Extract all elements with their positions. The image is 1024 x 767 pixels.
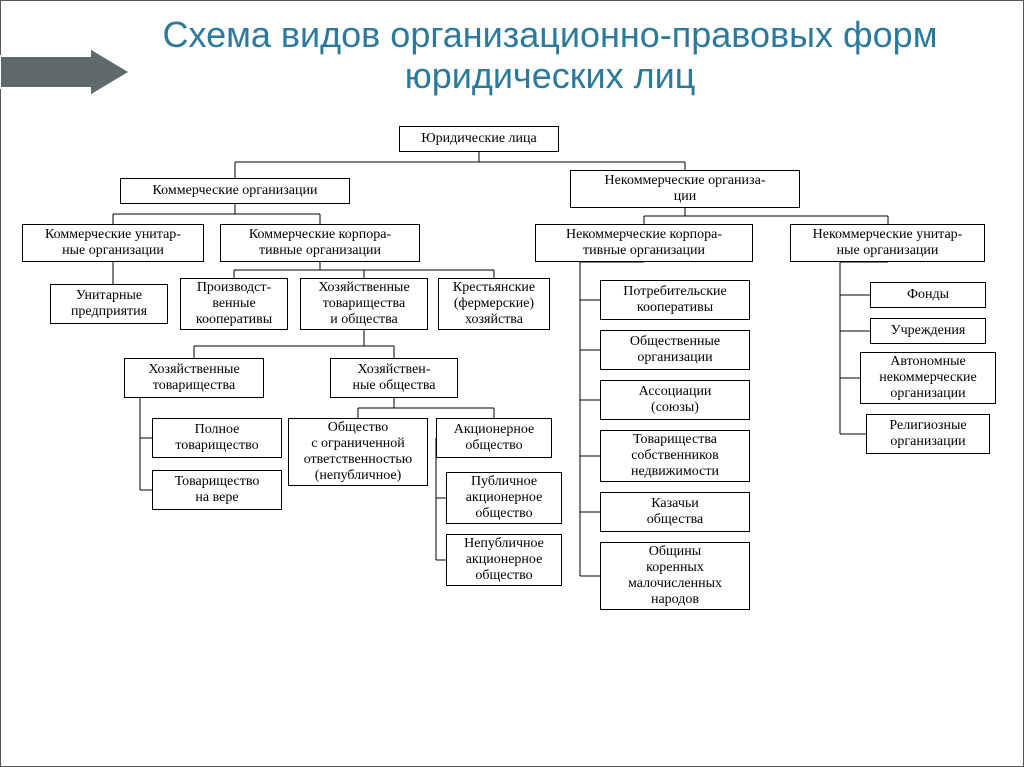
- node-ao: Акционерноеобщество: [436, 418, 552, 458]
- node-hoz_o: Хозяйствен-ные общества: [330, 358, 458, 398]
- node-ooo: Обществос ограниченнойответственностью(н…: [288, 418, 428, 486]
- node-kazak: Казачьиобщества: [600, 492, 750, 532]
- node-non_corp: Некоммерческие корпора-тивные организаци…: [535, 224, 753, 262]
- node-unitent: Унитарныепредприятия: [50, 284, 168, 324]
- node-pao: Публичноеакционерноеобщество: [446, 472, 562, 524]
- node-com: Коммерческие организации: [120, 178, 350, 204]
- node-pubcorp: Общественныеорганизации: [600, 330, 750, 370]
- node-relig: Религиозныеорганизации: [866, 414, 990, 454]
- node-farm: Крестьянские(фермерские)хозяйства: [438, 278, 550, 330]
- node-ano: Автономныенекоммерческиеорганизации: [860, 352, 996, 404]
- node-noncom: Некоммерческие организа-ции: [570, 170, 800, 208]
- node-tsn: Товариществасобственниковнедвижимости: [600, 430, 750, 482]
- org-chart: Юридические лица Коммерческие организации…: [0, 120, 1024, 760]
- node-polnoe: Полноетоварищество: [152, 418, 282, 458]
- slide-title: Схема видов организационно-правовых форм…: [140, 14, 960, 97]
- node-hoz_t: Хозяйственныетоварищества: [124, 358, 264, 398]
- node-obsh: Общиныкоренныхмалочисленныхнародов: [600, 542, 750, 610]
- node-hoztov: Хозяйственныетовариществаи общества: [300, 278, 428, 330]
- node-potcoop: Потребительскиекооперативы: [600, 280, 750, 320]
- node-prodcoop: Производст-венныекооперативы: [180, 278, 288, 330]
- node-uchr: Учреждения: [870, 318, 986, 344]
- node-fond: Фонды: [870, 282, 986, 308]
- node-root: Юридические лица: [399, 126, 559, 152]
- node-com_unit: Коммерческие унитар-ные организации: [22, 224, 204, 262]
- node-nao: Непубличноеакционерноеобщество: [446, 534, 562, 586]
- node-navere: Товариществона вере: [152, 470, 282, 510]
- arrow-bullet-icon: [0, 48, 130, 96]
- node-assoc: Ассоциации(союзы): [600, 380, 750, 420]
- node-non_unit: Некоммерческие унитар-ные организации: [790, 224, 985, 262]
- node-com_corp: Коммерческие корпора-тивные организации: [220, 224, 420, 262]
